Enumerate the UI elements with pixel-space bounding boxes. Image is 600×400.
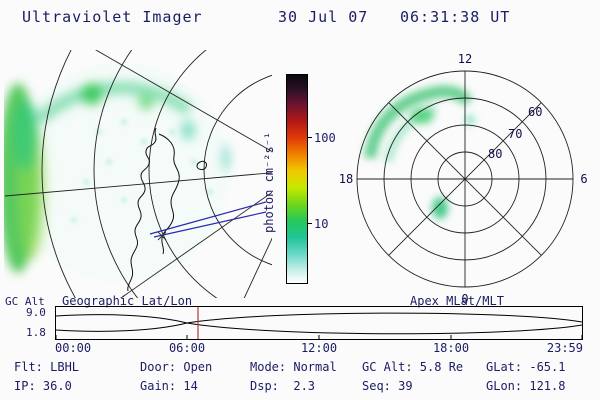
aurora-oval-layer	[364, 85, 475, 219]
time-tick-0000: 00:00	[55, 341, 92, 355]
geographic-map-plot	[4, 50, 272, 298]
time-axis-tickmarks	[55, 335, 583, 339]
colorbar-label: photon cm⁻²s⁻¹	[262, 131, 276, 233]
mlt-label-0: 0	[461, 292, 468, 306]
altitude-tick-bottom: 1.8	[26, 326, 46, 339]
time-tick-0600: 06:00	[168, 341, 206, 355]
mlat-label-60: 60	[528, 105, 542, 119]
colorbar-tickmark-10	[307, 223, 312, 224]
altitude-plot	[55, 306, 583, 340]
colorbar-tick-10: 10	[314, 217, 329, 231]
status-mode: Mode: Normal	[250, 360, 337, 374]
mlt-label-12: 12	[458, 52, 472, 66]
time-tick-1200: 12:00	[300, 341, 338, 355]
time-display: 06:31:38 UT	[400, 8, 511, 26]
status-door: Door: Open	[140, 360, 213, 374]
status-ip: IP: 36.0	[14, 379, 72, 393]
geographic-caption: Geographic Lat/Lon	[62, 294, 193, 308]
status-glon: GLon: 121.8	[486, 379, 566, 393]
aurora-speckles	[71, 119, 213, 223]
mlt-spokes	[357, 71, 573, 287]
colorbar-tickmark-100	[307, 137, 312, 138]
altitude-tick-top: 9.0	[26, 306, 46, 319]
footpoint-marker	[157, 231, 167, 241]
mlat-label-80: 80	[488, 147, 502, 161]
status-flt: Flt: LBHL	[14, 360, 80, 374]
mlat-label-70: 70	[508, 127, 522, 141]
status-seq: Seq: 39	[362, 379, 413, 393]
aurora-image-layer	[4, 62, 231, 282]
coastline	[127, 127, 207, 292]
colorbar	[286, 74, 308, 284]
app-title: Ultraviolet Imager	[22, 8, 203, 26]
polar-labels: 12 18 6 0 60 70 80	[339, 52, 588, 306]
altitude-plot-frame	[55, 306, 583, 340]
terminator-line	[149, 201, 267, 238]
altitude-axis-label: GC Alt	[5, 295, 45, 308]
status-dsp: Dsp: 2.3	[250, 379, 316, 393]
apex-polar-plot: 12 18 6 0 60 70 80	[339, 52, 588, 306]
colorbar-tick-100: 100	[314, 131, 336, 145]
mlt-label-18: 18	[339, 172, 353, 186]
latlon-grid	[4, 50, 272, 298]
date-display: 30 Jul 07	[278, 8, 369, 26]
time-tick-1800: 18:00	[432, 341, 470, 355]
status-gc-alt: GC Alt: 5.8 Re	[362, 360, 464, 374]
status-glat: GLat: -65.1	[486, 360, 566, 374]
mlt-label-6: 6	[580, 172, 587, 186]
altitude-envelope-curves	[55, 312, 583, 335]
apex-caption: Apex MLat/MLT	[410, 294, 504, 308]
time-tick-2359: 23:59	[546, 341, 583, 355]
status-gain: Gain: 14	[140, 379, 198, 393]
